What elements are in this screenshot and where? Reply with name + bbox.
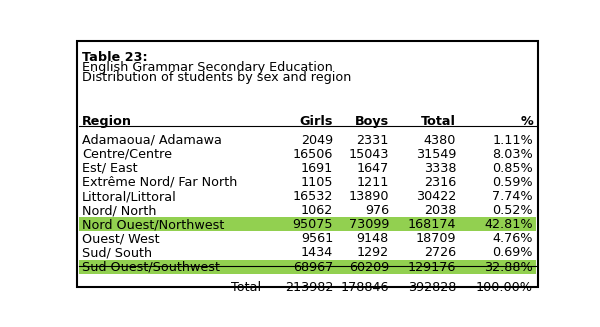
Text: 1.11%: 1.11% — [492, 134, 533, 147]
Text: Nord Ouest/Northwest: Nord Ouest/Northwest — [82, 218, 224, 231]
Text: Sud Ouest/Southwest: Sud Ouest/Southwest — [82, 261, 220, 274]
Text: 1211: 1211 — [356, 176, 389, 189]
FancyBboxPatch shape — [79, 217, 536, 232]
Text: Extrême Nord/ Far North: Extrême Nord/ Far North — [82, 176, 238, 189]
Text: 168174: 168174 — [408, 218, 456, 231]
Text: Distribution of students by sex and region: Distribution of students by sex and regi… — [82, 71, 352, 84]
FancyBboxPatch shape — [77, 41, 538, 287]
Text: 15043: 15043 — [349, 148, 389, 161]
Text: 4380: 4380 — [424, 134, 456, 147]
Text: Adamaoua/ Adamawa: Adamaoua/ Adamawa — [82, 134, 222, 147]
FancyBboxPatch shape — [79, 260, 536, 274]
Text: %: % — [520, 115, 533, 128]
Text: 42.81%: 42.81% — [484, 218, 533, 231]
Text: 18709: 18709 — [416, 232, 456, 245]
Text: Region: Region — [82, 115, 132, 128]
Text: 95075: 95075 — [293, 218, 333, 231]
Text: 0.52%: 0.52% — [493, 204, 533, 217]
Text: 73099: 73099 — [349, 218, 389, 231]
Text: 100.00%: 100.00% — [476, 282, 533, 294]
Text: 178846: 178846 — [340, 282, 389, 294]
Text: English Grammar Secondary Education: English Grammar Secondary Education — [82, 60, 333, 74]
Text: Nord/ North: Nord/ North — [82, 204, 157, 217]
Text: 1647: 1647 — [356, 162, 389, 175]
Text: Centre/Centre: Centre/Centre — [82, 148, 172, 161]
Text: 2316: 2316 — [424, 176, 456, 189]
Text: 1105: 1105 — [301, 176, 333, 189]
Text: 2726: 2726 — [424, 247, 456, 259]
Text: 13890: 13890 — [349, 190, 389, 203]
Text: 30422: 30422 — [416, 190, 456, 203]
Text: 976: 976 — [365, 204, 389, 217]
Text: 4.76%: 4.76% — [493, 232, 533, 245]
Text: Girls: Girls — [300, 115, 333, 128]
Text: Ouest/ West: Ouest/ West — [82, 232, 160, 245]
Text: 7.74%: 7.74% — [493, 190, 533, 203]
Text: 1062: 1062 — [301, 204, 333, 217]
Text: 3338: 3338 — [424, 162, 456, 175]
Text: Est/ East: Est/ East — [82, 162, 137, 175]
Text: Boys: Boys — [355, 115, 389, 128]
Text: 16532: 16532 — [293, 190, 333, 203]
Text: 9561: 9561 — [301, 232, 333, 245]
Text: 0.85%: 0.85% — [492, 162, 533, 175]
Text: 2331: 2331 — [356, 134, 389, 147]
Text: 0.59%: 0.59% — [493, 176, 533, 189]
Text: 60209: 60209 — [349, 261, 389, 274]
Text: 392828: 392828 — [408, 282, 456, 294]
Text: Total: Total — [231, 282, 261, 294]
Text: 129176: 129176 — [408, 261, 456, 274]
Text: 68967: 68967 — [293, 261, 333, 274]
Text: 16506: 16506 — [293, 148, 333, 161]
Text: 31549: 31549 — [416, 148, 456, 161]
Text: 2049: 2049 — [301, 134, 333, 147]
Text: Sud/ South: Sud/ South — [82, 247, 152, 259]
Text: Littoral/Littoral: Littoral/Littoral — [82, 190, 177, 203]
Text: 1691: 1691 — [301, 162, 333, 175]
Text: Total: Total — [421, 115, 456, 128]
Text: 8.03%: 8.03% — [492, 148, 533, 161]
Text: 1434: 1434 — [301, 247, 333, 259]
Text: 213982: 213982 — [285, 282, 333, 294]
Text: Table 23:: Table 23: — [82, 51, 148, 63]
Text: 9148: 9148 — [356, 232, 389, 245]
Text: 32.88%: 32.88% — [484, 261, 533, 274]
Text: 1292: 1292 — [357, 247, 389, 259]
Text: 2038: 2038 — [424, 204, 456, 217]
Text: 0.69%: 0.69% — [493, 247, 533, 259]
